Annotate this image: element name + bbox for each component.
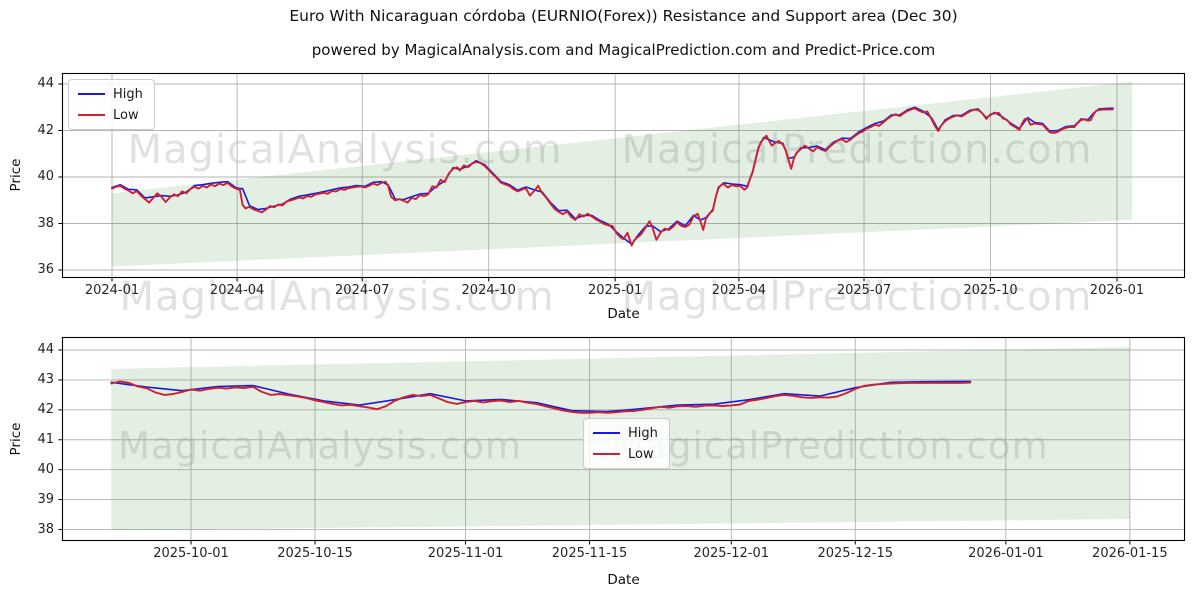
low-line [110, 380, 972, 414]
x-tick-label: 2025-01 [588, 283, 643, 298]
top-chart-plot [58, 72, 1186, 282]
high-line-swatch [78, 93, 105, 95]
legend-label: High [628, 425, 658, 441]
watermark-analysis: MagicalAnalysis.com [127, 127, 563, 173]
y-tick-label: 39 [37, 491, 54, 507]
x-tick-label: 2024-01 [84, 283, 140, 298]
x-tick-label: 2025-12-01 [693, 546, 770, 561]
gridlines [62, 73, 1185, 278]
high-line-swatch [593, 432, 620, 434]
legend: High Low [68, 79, 155, 130]
y-tick-label: 44 [37, 76, 54, 91]
y-tick-label: 44 [37, 342, 54, 357]
plot-spines [61, 72, 1186, 279]
tick-marks [58, 83, 1118, 282]
x-axis-label-top-chart: Date [607, 306, 640, 322]
y-tick-label: 38 [37, 215, 54, 231]
x-tick-label: 2025-12-15 [817, 546, 894, 561]
figure-title: Euro With Nicaraguan córdoba (EURNIO(For… [289, 7, 958, 25]
support-resistance-band [112, 81, 1133, 267]
y-axis-label-top-chart: Price [8, 158, 24, 192]
x-tick-label: 2026-01-15 [1092, 546, 1168, 561]
figure-subtitle: powered by MagicalAnalysis.com and Magic… [311, 41, 936, 59]
y-tick-label: 36 [37, 262, 54, 277]
legend-item-low: Low [78, 107, 143, 123]
y-tick-label: 42 [37, 122, 54, 138]
y-tick-label: 43 [37, 371, 54, 387]
watermark-analysis: MagicalAnalysis.com [119, 274, 555, 320]
legend-item-low: Low [593, 446, 658, 462]
x-axis-label-bottom-chart: Date [607, 572, 640, 588]
y-tick-label: 41 [37, 431, 54, 447]
x-tick-label: 2025-10-15 [277, 546, 353, 561]
watermark-prediction: MagicalPrediction.com [621, 274, 1093, 320]
x-tick-label: 2025-07 [836, 283, 892, 298]
plot-spines [61, 336, 1186, 542]
watermark-prediction: MagicalPrediction.com [611, 424, 1049, 468]
watermark-analysis: MagicalAnalysis.com [118, 424, 522, 468]
legend-label: Low [628, 446, 654, 462]
x-tick-label: 2025-10-01 [153, 546, 229, 561]
y-tick-label: 38 [37, 521, 54, 537]
low-line-swatch [78, 114, 105, 116]
x-tick-label: 2025-04 [711, 283, 767, 298]
tick-marks [58, 349, 1131, 545]
x-tick-label: 2026-01-01 [968, 546, 1044, 561]
x-tick-label: 2025-11-01 [427, 546, 504, 561]
legend-label: Low [113, 107, 139, 123]
y-tick-label: 40 [37, 169, 54, 184]
legend-item-high: High [593, 425, 658, 441]
legend: High Low [583, 418, 670, 469]
low-line-swatch [593, 453, 620, 455]
x-tick-label: 2024-07 [335, 283, 390, 298]
legend-label: High [113, 86, 143, 102]
low-line [111, 107, 1114, 247]
x-tick-label: 2024-10 [461, 283, 516, 298]
x-tick-label: 2025-10 [963, 283, 1018, 298]
high-line [110, 380, 972, 413]
x-tick-label: 2024-04 [209, 283, 265, 298]
legend-item-high: High [78, 86, 143, 102]
y-tick-label: 42 [37, 401, 54, 417]
y-axis-label-bottom-chart: Price [8, 422, 24, 456]
x-tick-label: 2026-01 [1089, 283, 1145, 298]
y-tick-label: 40 [37, 461, 54, 477]
x-tick-label: 2025-11-15 [551, 546, 628, 561]
